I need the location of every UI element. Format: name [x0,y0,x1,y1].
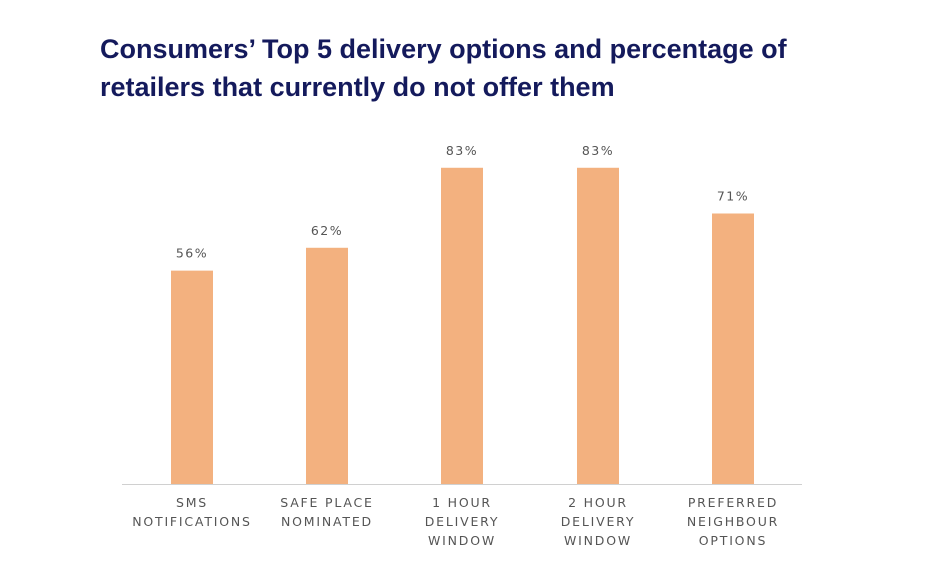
bar-4 [577,167,619,484]
x-tick-label-2-line-2: NOMINATED [281,514,373,529]
x-tick-label-4-line-1: 2 HOUR [568,495,628,510]
x-tick-label-5-line-3: OPTIONS [699,533,767,548]
x-tick-label-5-line-2: NEIGHBOUR [687,514,779,529]
x-tick-label-3-line-2: DELIVERY [425,514,500,529]
x-tick-label-2-line-1: SAFE PLACE [280,495,374,510]
x-tick-label-2: SAFE PLACE NOMINATED [280,495,374,529]
x-tick-label-4-line-2: DELIVERY [561,514,636,529]
data-label-2: 62% [311,223,343,238]
x-tick-label-1-line-1: SMS [176,495,208,510]
bar-2 [306,247,348,484]
x-tick-label-1-line-2: NOTIFICATIONS [132,514,252,529]
chart-title-line-1: Consumers’ Top 5 delivery options and pe… [100,34,787,64]
x-tick-label-3-line-3: WINDOW [428,533,496,548]
x-tick-label-5: PREFERRED NEIGHBOUR OPTIONS [687,495,779,548]
data-label-3: 83% [446,143,478,158]
bar-3 [441,167,483,484]
x-tick-label-5-line-1: PREFERRED [688,495,778,510]
x-tick-label-4: 2 HOUR DELIVERY WINDOW [561,495,636,548]
data-label-1: 56% [176,246,208,261]
x-tick-label-4-line-3: WINDOW [564,533,632,548]
x-tick-label-3: 1 HOUR DELIVERY WINDOW [425,495,500,548]
x-tick-label-3-line-1: 1 HOUR [432,495,492,510]
x-tick-label-1: SMS NOTIFICATIONS [132,495,252,529]
bar-1 [171,270,213,484]
chart-title-line-2: retailers that currently do not offer th… [100,72,615,102]
bar-5 [712,213,754,485]
chart-title: Consumers’ Top 5 delivery options and pe… [100,30,860,106]
data-label-5: 71% [717,188,749,203]
data-label-4: 83% [582,143,614,158]
